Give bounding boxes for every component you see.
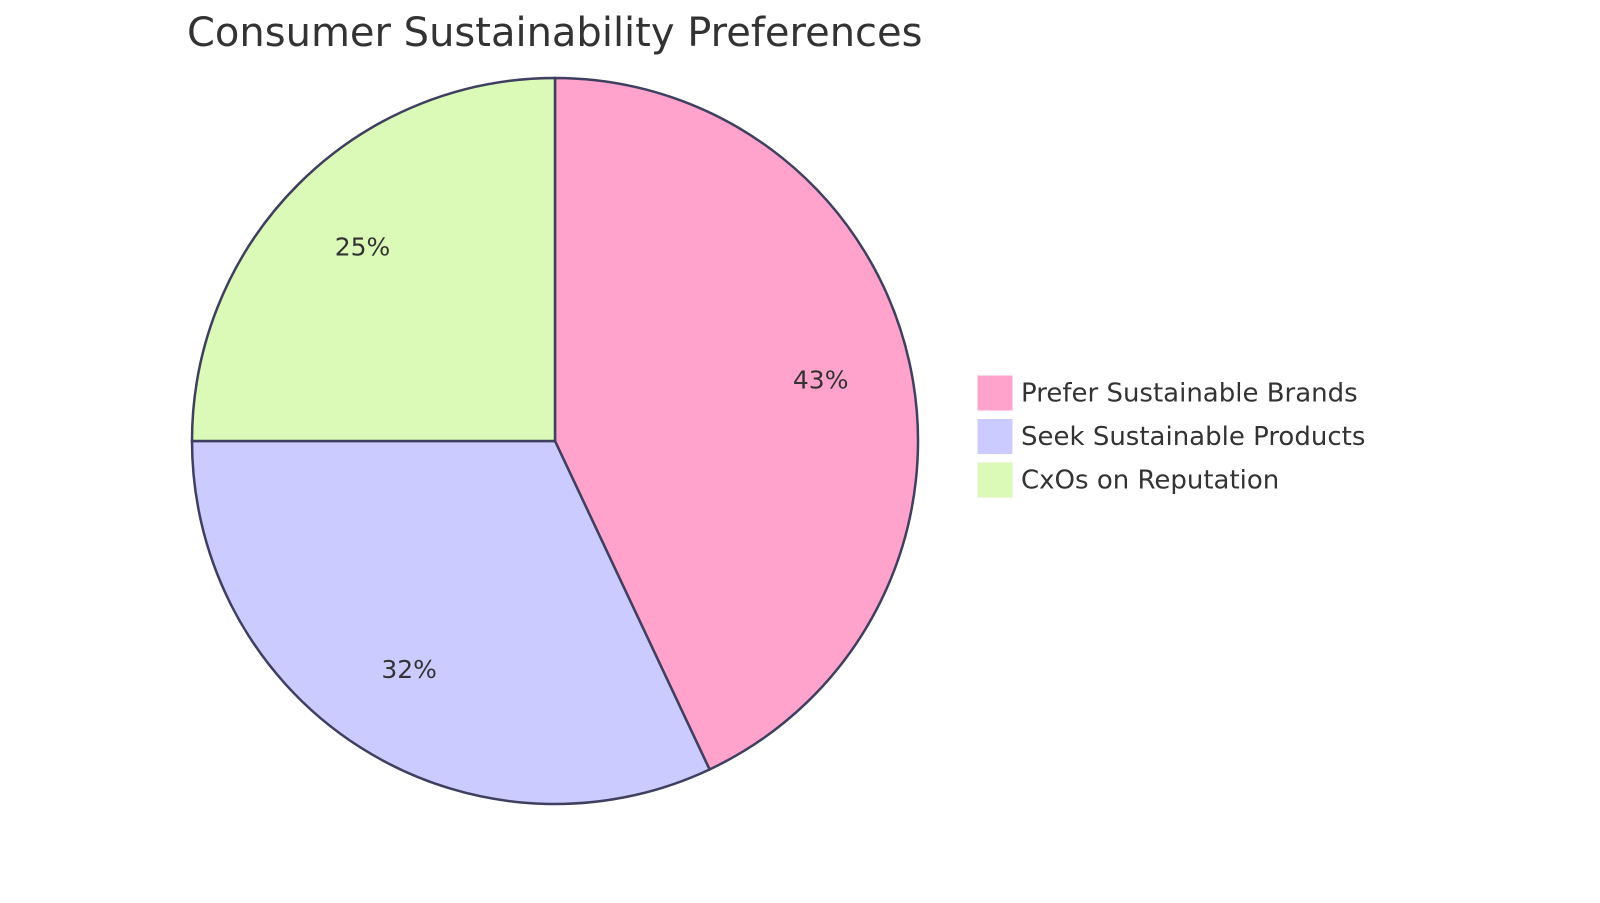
data-label: 43% <box>793 366 849 395</box>
pie-slice <box>190 439 712 806</box>
data-label: 32% <box>381 655 437 684</box>
legend-label: Prefer Sustainable Brands <box>1021 379 1358 409</box>
legend-swatch <box>976 418 1014 455</box>
pie-slice <box>553 76 920 772</box>
legend-swatch <box>976 461 1014 499</box>
chart-title: Consumer Sustainability Preferences <box>187 10 923 56</box>
legend-swatch <box>976 374 1014 412</box>
legend-label: CxOs on Reputation <box>1021 466 1279 496</box>
data-label: 25% <box>335 232 391 261</box>
legend-label: Seek Sustainable Products <box>1021 422 1365 452</box>
pie-slice <box>190 76 557 443</box>
